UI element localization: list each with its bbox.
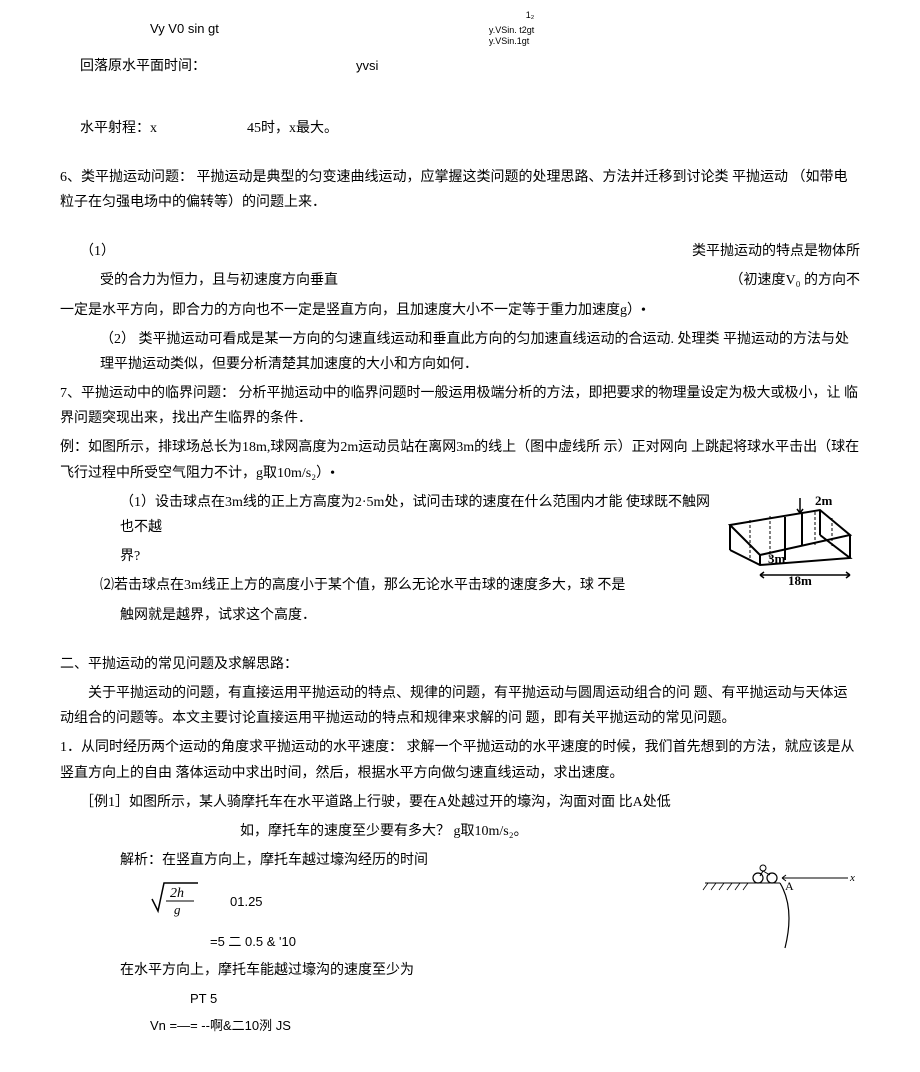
sec2-title: 二、平抛运动的常见问题及求解思路： [60,652,860,677]
svg-text:3m: 3m [768,551,786,566]
p7-q1b: 界? [120,544,710,569]
para-6-title: 6、类平抛运动问题： 平抛运动是典型的匀变速曲线运动，应掌握这类问题的处理思路、… [60,165,860,215]
ex1-calc2: =5 二 0.5 & '10 [210,930,690,953]
sec2-body: 关于平抛运动的问题，有直接运用平抛运动的特点、规律的问题，有平抛运动与圆周运动组… [60,681,860,731]
p6-s1e: 一定是水平方向，即合力的方向也不一定是竖直方向，且加速度大小不一定等于重力加速度… [60,298,860,323]
motorcycle-diagram: A x [700,848,860,967]
svg-text:g: g [174,902,181,917]
return-time-label: 回落原水平面时间： [80,54,206,79]
formula-right-block: 1₂ y.VSin. t2gt y.VSin.1gt [489,10,534,46]
p7-q1a: （1）设击球点在3m线的正上方高度为2·5m处，试问击球的速度在什么范围内才能 … [120,490,710,540]
range-angle: 45时，x最大。 [247,116,338,141]
p6-s1-right: 类平抛运动的特点是物体所 [692,239,860,264]
volleyball-diagram: 2m 3m 18m [720,490,860,594]
ex1-calc4: Vn =—= --啊&二10洌 JS [150,1014,690,1037]
p6-s1-num: （1） [80,239,140,264]
para-7-title: 7、平抛运动中的临界问题： 分析平抛运动中的临界问题时一般运用极端分析的方法，即… [60,381,860,431]
p6-s1c: 受的合力为恒力，且与初速度方向垂直 [100,268,338,293]
svg-text:18m: 18m [788,573,812,585]
svg-text:2h: 2h [170,886,184,901]
sqrt-icon: 2h g [150,877,200,926]
p6-s1d: （初速度V₀ 的方向不 [730,268,861,293]
ex1-title: ［例1］如图所示，某人骑摩托车在水平道路上行驶，要在A处越过开的壕沟，沟面对面 … [80,790,860,815]
p7-example: 例：如图所示，排球场总长为18m,球网高度为2m运动员站在离网3m的线上（图中虚… [60,435,860,485]
p7-q2a: ⑵若击球点在3m线正上方的高度小于某个值，那么无论水平击球的速度多大，球 不是 [100,573,710,598]
svg-text:2m: 2m [815,493,833,508]
ex1-s1: 解析：在竖直方向上，摩托车越过壕沟经历的时间 [120,848,690,873]
svg-text:A: A [785,879,794,893]
ex1-calc3: PT 5 [190,987,690,1010]
sec2-p1: 1．从同时经历两个运动的角度求平抛运动的水平速度： 求解一个平抛运动的水平速度的… [60,735,860,785]
p7-q2b: 触网就是越界，试求这个高度． [120,603,710,628]
ex1-cond: 如，摩托车的速度至少要有多大？ g取10m/s₂。 [240,819,860,844]
return-time-formula: yvsi [356,54,378,79]
ex1-calc1: 01.25 [230,890,263,913]
svg-text:x: x [849,872,855,884]
p6-s2: （2） 类平抛运动可看成是某一方向的匀速直线运动和垂直此方向的匀加速直线运动的合… [100,327,860,377]
formula-vy: Vy V0 sin gt [150,17,219,40]
ex1-s2: 在水平方向上，摩托车能越过壕沟的速度至少为 [120,958,690,983]
range-label: 水平射程：x [80,116,157,141]
